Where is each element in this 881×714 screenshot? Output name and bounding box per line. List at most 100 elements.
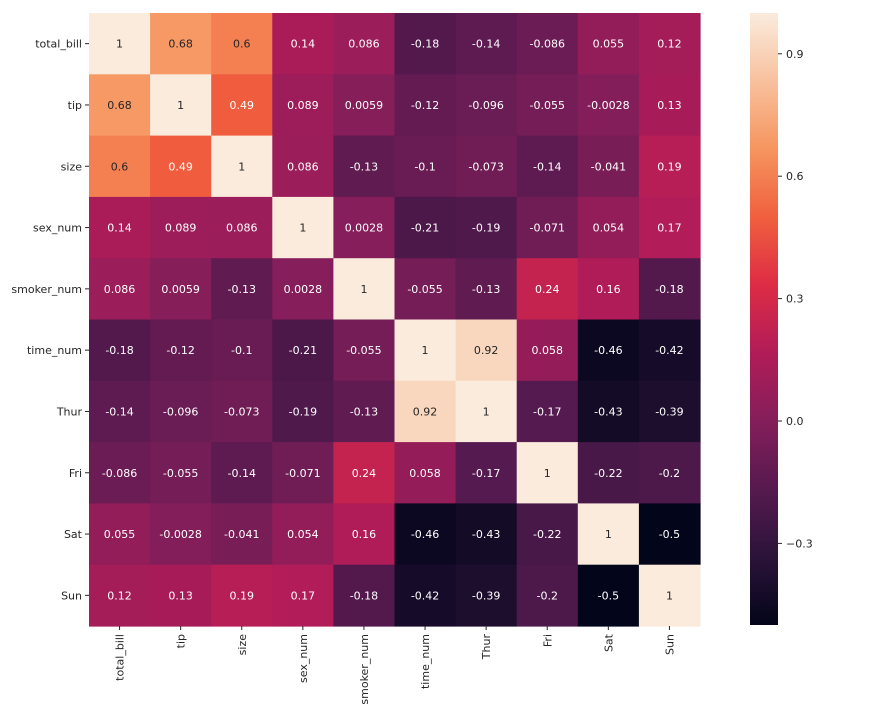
heatmap-cell: [394, 13, 457, 75]
x-axis-tick-labels: total_bill tip size sex_num smoker_num time_n…: [114, 626, 676, 705]
heatmap-cell: [455, 380, 518, 443]
cell-annotation: -0.14: [472, 38, 500, 51]
heatmap-cell: [150, 442, 212, 504]
heatmap-cell: [394, 380, 457, 443]
heatmap-cell: [577, 564, 640, 627]
heatmap-cell: [333, 13, 396, 75]
y-tick-label: smoker_num: [11, 283, 82, 296]
x-tick-label: Sun: [663, 634, 676, 655]
cell-annotation: -0.055: [530, 99, 565, 112]
heatmap-cell: [89, 564, 151, 627]
cell-annotation: -0.0028: [587, 99, 629, 112]
heatmap-cell: [333, 258, 396, 321]
heatmap-cell: [638, 135, 701, 198]
heatmap-cell: [89, 13, 151, 75]
heatmap-cell: [150, 74, 212, 137]
cell-annotation: -0.1: [414, 160, 435, 173]
cell-annotation: -0.13: [350, 405, 378, 418]
heatmap-cell: [272, 196, 334, 259]
heatmap-cells: [89, 13, 701, 627]
heatmap-cell: [211, 564, 273, 627]
heatmap-cell: [89, 503, 151, 566]
cell-annotation: 0.13: [657, 99, 682, 112]
cell-annotation: -0.096: [163, 405, 198, 418]
heatmap-cell: [333, 74, 396, 137]
cell-annotation: 0.089: [287, 99, 319, 112]
y-tick-label: size: [61, 160, 83, 173]
heatmap-cell: [150, 258, 212, 321]
cell-annotation: -0.041: [224, 528, 259, 541]
heatmap-cell: [577, 196, 640, 259]
heatmap-cell: [333, 503, 396, 566]
y-tick-label: sex_num: [33, 222, 82, 235]
cell-annotation: 0.49: [230, 99, 255, 112]
cell-annotation: 0.055: [593, 38, 625, 51]
cell-annotation: 0.058: [532, 344, 564, 357]
cell-annotation: 1: [177, 99, 184, 112]
x-tick-label: Sat: [602, 633, 615, 652]
heatmap-cell: [394, 319, 457, 382]
heatmap-cell: [333, 196, 396, 259]
cell-annotation: -0.055: [346, 344, 381, 357]
heatmap-cell: [638, 503, 701, 566]
colorbar-tick-label: 0.3: [786, 293, 804, 306]
heatmap-cell: [455, 564, 518, 627]
heatmap-cell: [89, 442, 151, 504]
cell-annotation: 0.086: [104, 283, 136, 296]
cell-annotation: -0.1: [231, 344, 252, 357]
heatmap-cell: [272, 564, 334, 627]
colorbar-ticks: 0.9 0.6 0.3 0.0 −0.3: [778, 48, 813, 550]
heatmap-cell: [150, 13, 212, 75]
cell-annotation: 0.0059: [345, 99, 384, 112]
cell-annotation: -0.42: [655, 344, 683, 357]
heatmap-cell: [272, 503, 334, 566]
heatmap-cell: [272, 258, 334, 321]
heatmap-cell: [89, 74, 151, 137]
cell-annotation: 0.054: [593, 222, 625, 235]
cell-annotation: 0.24: [535, 283, 560, 296]
colorbar: 0.9 0.6 0.3 0.0 −0.3: [750, 13, 813, 625]
heatmap-cell: [638, 258, 701, 321]
heatmap-cell: [516, 380, 579, 443]
cell-annotation: 0.055: [104, 528, 136, 541]
heatmap-cell: [638, 564, 701, 627]
heatmap-cell: [333, 380, 396, 443]
heatmap-cell: [455, 503, 518, 566]
cell-annotation: 0.92: [474, 344, 499, 357]
cell-annotation: -0.071: [530, 222, 565, 235]
cell-annotation: 0.054: [287, 528, 319, 541]
cell-annotation: 1: [666, 589, 673, 602]
heatmap-cell: [333, 442, 396, 504]
colorbar-tick-label: −0.3: [786, 537, 813, 550]
cell-annotation: 0.19: [657, 160, 682, 173]
cell-annotation: -0.12: [166, 344, 194, 357]
colorbar-tick-label: 0.6: [786, 170, 804, 183]
cell-annotation: 0.086: [287, 160, 319, 173]
y-tick-label: Sat: [64, 528, 83, 541]
heatmap-cell: [272, 442, 334, 504]
cell-annotation: 0.19: [230, 589, 255, 602]
heatmap-cell: [150, 319, 212, 382]
cell-annotation: 0.24: [352, 467, 377, 480]
cell-annotation: 0.14: [291, 38, 316, 51]
cell-annotation: -0.13: [228, 283, 256, 296]
heatmap-cell: [516, 503, 579, 566]
heatmap-cell: [516, 258, 579, 321]
heatmap-cell: [394, 442, 457, 504]
cell-annotation: -0.39: [655, 405, 683, 418]
cell-annotation: 0.17: [291, 589, 316, 602]
heatmap-cell: [394, 74, 457, 137]
cell-annotation: 1: [422, 344, 429, 357]
cell-annotation: -0.22: [594, 467, 622, 480]
cell-annotation: -0.18: [350, 589, 378, 602]
cell-annotation: 0.14: [107, 222, 132, 235]
x-tick-label: Thur: [480, 634, 493, 661]
heatmap-cell: [577, 319, 640, 382]
cell-annotation: -0.18: [105, 344, 133, 357]
heatmap-cell: [150, 196, 212, 259]
heatmap-cell: [272, 135, 334, 198]
heatmap-cell: [333, 564, 396, 627]
heatmap-cell: [211, 503, 273, 566]
